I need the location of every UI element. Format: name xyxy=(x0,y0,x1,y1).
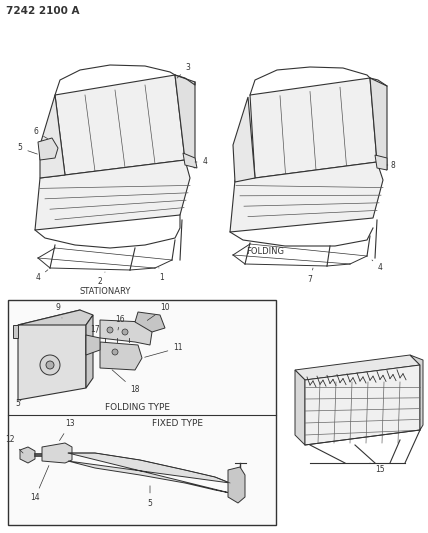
Polygon shape xyxy=(100,342,142,370)
Text: FIXED TYPE: FIXED TYPE xyxy=(152,418,203,427)
Text: 17: 17 xyxy=(90,326,100,335)
Text: 18: 18 xyxy=(112,370,140,394)
Text: 3: 3 xyxy=(177,63,190,78)
Polygon shape xyxy=(86,315,93,388)
Text: 6: 6 xyxy=(33,127,48,139)
Polygon shape xyxy=(410,355,423,430)
Polygon shape xyxy=(100,320,152,345)
Text: 5: 5 xyxy=(18,143,37,154)
Text: 5: 5 xyxy=(148,486,152,507)
Text: 8: 8 xyxy=(387,160,395,169)
Text: 11: 11 xyxy=(145,343,183,357)
Text: 4: 4 xyxy=(36,270,48,282)
Polygon shape xyxy=(35,160,190,230)
Polygon shape xyxy=(183,153,197,168)
Polygon shape xyxy=(230,162,383,232)
Text: FOLDING TYPE: FOLDING TYPE xyxy=(105,403,170,413)
Polygon shape xyxy=(13,325,18,338)
Polygon shape xyxy=(40,95,65,178)
Polygon shape xyxy=(18,310,86,400)
Polygon shape xyxy=(250,78,377,178)
Polygon shape xyxy=(370,78,387,170)
Text: 15: 15 xyxy=(370,463,385,474)
Polygon shape xyxy=(86,335,100,355)
Text: 14: 14 xyxy=(30,465,49,503)
Polygon shape xyxy=(175,75,195,168)
Polygon shape xyxy=(295,355,420,380)
Polygon shape xyxy=(295,370,305,445)
Text: FOLDING: FOLDING xyxy=(246,247,284,256)
Text: 10: 10 xyxy=(147,303,170,320)
Circle shape xyxy=(112,349,118,355)
Text: 13: 13 xyxy=(59,419,75,441)
Text: 9: 9 xyxy=(56,303,62,318)
Text: 16: 16 xyxy=(115,316,125,330)
Text: 7242 2100 A: 7242 2100 A xyxy=(6,6,80,16)
Polygon shape xyxy=(228,467,245,503)
Text: 5: 5 xyxy=(15,399,21,408)
Text: 2: 2 xyxy=(98,272,105,287)
Polygon shape xyxy=(18,310,93,325)
Text: 7: 7 xyxy=(308,268,313,285)
Polygon shape xyxy=(305,365,420,445)
Text: 4: 4 xyxy=(372,260,383,272)
Text: 4: 4 xyxy=(195,157,208,166)
Polygon shape xyxy=(20,447,35,463)
Text: 1: 1 xyxy=(159,268,164,282)
Polygon shape xyxy=(135,312,165,332)
Bar xyxy=(8,300,276,525)
Circle shape xyxy=(40,355,60,375)
Circle shape xyxy=(46,361,54,369)
Text: STATIONARY: STATIONARY xyxy=(79,287,131,296)
Polygon shape xyxy=(68,453,230,493)
Text: 12: 12 xyxy=(5,435,23,453)
Circle shape xyxy=(107,327,113,333)
Polygon shape xyxy=(233,97,255,182)
Circle shape xyxy=(122,329,128,335)
Polygon shape xyxy=(375,155,387,170)
Polygon shape xyxy=(38,138,58,160)
Polygon shape xyxy=(42,443,72,463)
Polygon shape xyxy=(55,75,185,175)
